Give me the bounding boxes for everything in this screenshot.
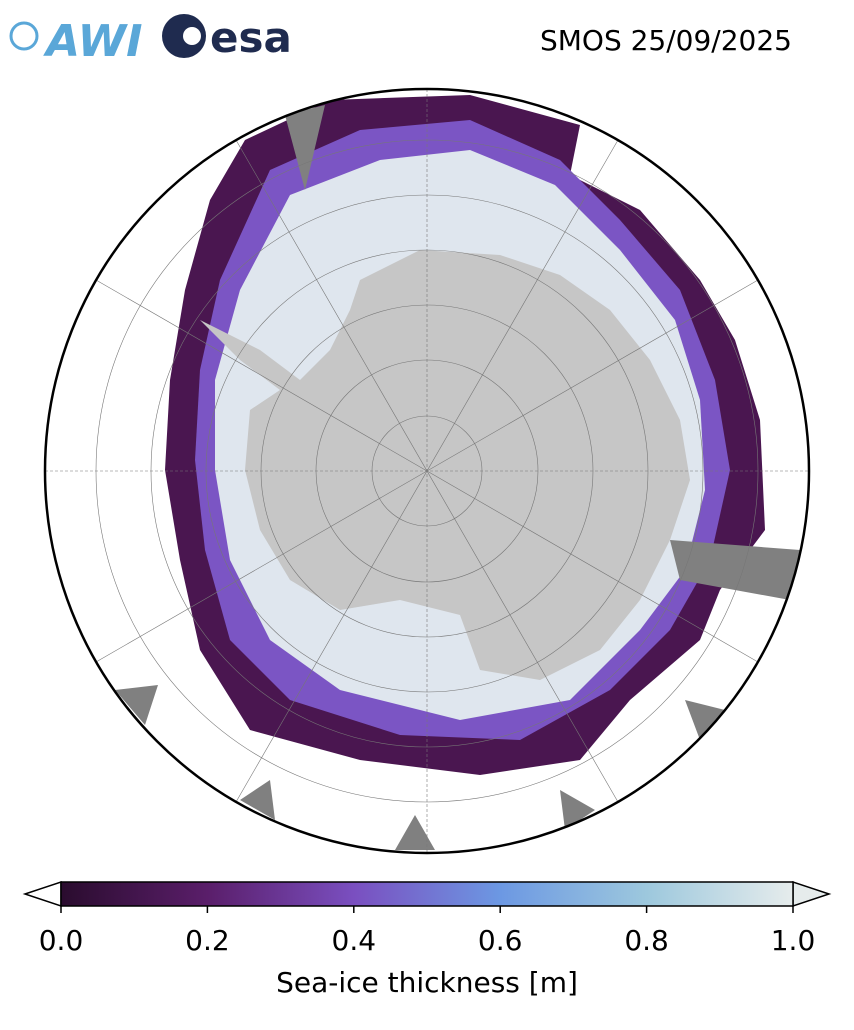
colorbar-tick-label: 0.0 — [39, 924, 84, 957]
colorbar — [22, 880, 832, 908]
graticule — [45, 89, 809, 853]
awi-logo: AWI — [9, 16, 143, 67]
colorbar-tick-label: 0.6 — [478, 924, 523, 957]
logo-text: AWI — [43, 16, 143, 67]
colorbar-tick-label: 0.4 — [332, 924, 377, 957]
map — [45, 89, 809, 853]
map-title: SMOS 25/09/2025 — [540, 24, 792, 57]
colorbar-tick-label: 1.0 — [771, 924, 816, 957]
colorbar-tick-label: 0.8 — [624, 924, 669, 957]
colorbar-label: Sea-ice thickness [m] — [276, 966, 578, 999]
colorbar-tick-label: 0.2 — [185, 924, 230, 957]
colorbar-bar — [60, 881, 794, 907]
esa-logo: esa — [162, 13, 292, 62]
colorbar-extend-low — [22, 880, 62, 908]
colorbar-extend-high — [792, 880, 832, 908]
continent — [200, 250, 690, 680]
map-frame — [43, 87, 811, 855]
logo-text: esa — [210, 13, 292, 62]
